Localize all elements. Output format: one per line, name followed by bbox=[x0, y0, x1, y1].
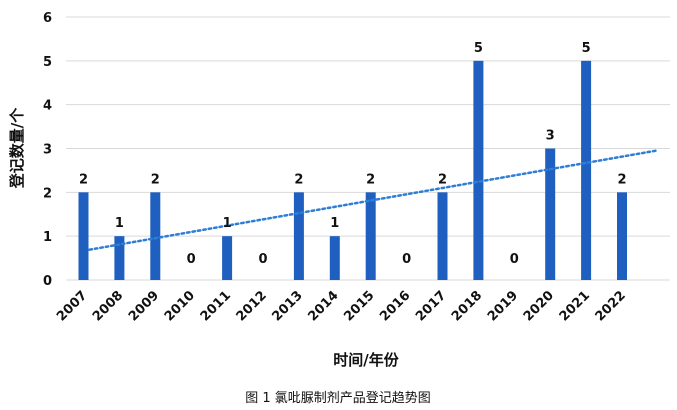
x-tick-label: 2016 bbox=[377, 288, 413, 324]
bar-2018 bbox=[473, 60, 484, 281]
x-tick-label: 2018 bbox=[449, 288, 485, 324]
x-tick-label: 2013 bbox=[270, 288, 306, 324]
x-tick-label: 2019 bbox=[485, 288, 521, 324]
data-labels: 2 1 2 0 1 0 2 1 2 0 2 5 0 3 5 2 bbox=[79, 41, 627, 267]
x-tick-label: 2015 bbox=[341, 288, 377, 324]
bar-2017 bbox=[437, 192, 448, 280]
x-tick-label: 2014 bbox=[305, 288, 341, 324]
bar-2008 bbox=[114, 236, 125, 280]
x-tick-label: 2007 bbox=[54, 288, 90, 324]
y-tick-label: 5 bbox=[43, 55, 52, 70]
data-label: 2 bbox=[438, 172, 447, 187]
trendline bbox=[88, 149, 658, 251]
x-tick-label: 2020 bbox=[521, 288, 557, 324]
y-tick-label: 3 bbox=[43, 143, 52, 158]
bar-2009 bbox=[150, 192, 161, 280]
data-label: 1 bbox=[330, 216, 339, 231]
x-tick-label: 2009 bbox=[126, 288, 162, 324]
bar-2007 bbox=[78, 192, 89, 280]
x-tick-label: 2012 bbox=[234, 288, 270, 324]
data-label: 1 bbox=[115, 216, 124, 231]
data-label: 0 bbox=[510, 252, 519, 267]
bars bbox=[78, 60, 627, 281]
bar-2020 bbox=[545, 148, 556, 280]
x-tick-label: 2022 bbox=[593, 288, 629, 324]
bar-2014 bbox=[329, 236, 340, 280]
data-label: 2 bbox=[79, 172, 88, 187]
bar-2022 bbox=[617, 192, 627, 280]
y-tick-label: 1 bbox=[43, 230, 52, 245]
bar-2013 bbox=[293, 192, 304, 280]
bar-2015 bbox=[365, 192, 376, 280]
y-axis-title: 登记数量/个 bbox=[8, 107, 26, 189]
x-tick-label: 2017 bbox=[413, 288, 449, 324]
data-label: 5 bbox=[474, 41, 483, 56]
data-label: 1 bbox=[223, 216, 232, 231]
x-tick-label: 2021 bbox=[557, 288, 593, 324]
data-label: 0 bbox=[187, 252, 196, 267]
bar-2021 bbox=[581, 60, 592, 281]
y-tick-label: 6 bbox=[43, 11, 52, 26]
y-tick-label: 0 bbox=[43, 274, 52, 289]
x-tick-label: 2010 bbox=[162, 288, 198, 324]
x-tick-labels: 2007 2008 2009 2010 2011 2012 2013 2014 2015 2016… bbox=[54, 288, 629, 324]
data-label: 2 bbox=[366, 172, 375, 187]
bar-2011 bbox=[222, 236, 233, 280]
data-label: 0 bbox=[402, 252, 411, 267]
x-tick-label: 2011 bbox=[198, 288, 234, 324]
figure-caption: 图 1 氯吡脲制剂产品登记趋势图 bbox=[245, 390, 431, 406]
x-axis-title: 时间/年份 bbox=[333, 351, 399, 369]
data-label: 5 bbox=[582, 41, 591, 56]
y-tick-label: 4 bbox=[43, 99, 52, 114]
y-tick-labels: 0 1 2 3 4 5 6 bbox=[43, 11, 52, 289]
y-tick-label: 2 bbox=[43, 186, 52, 201]
data-label: 2 bbox=[151, 172, 160, 187]
data-label: 2 bbox=[294, 172, 303, 187]
data-label: 0 bbox=[258, 252, 267, 267]
data-label: 2 bbox=[617, 172, 626, 187]
data-label: 3 bbox=[546, 129, 555, 144]
x-tick-label: 2008 bbox=[90, 288, 126, 324]
trendline-linear bbox=[88, 149, 658, 251]
